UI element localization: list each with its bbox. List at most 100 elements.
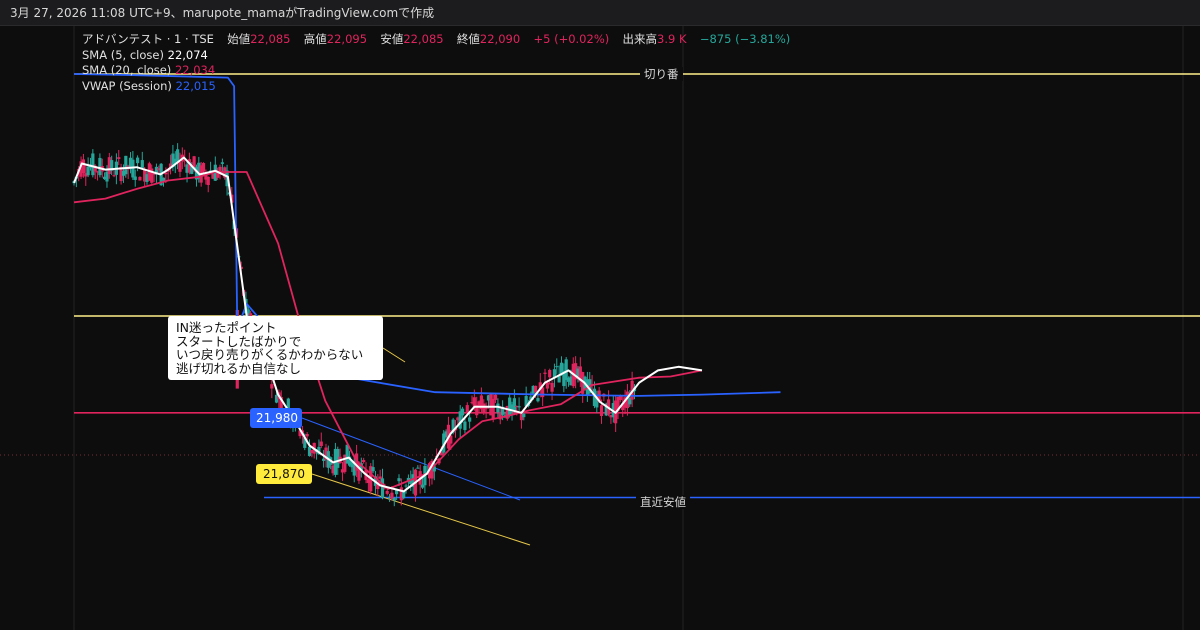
candle-body <box>501 406 505 415</box>
candle-body <box>305 434 309 437</box>
candle-body <box>576 368 580 377</box>
candle-body <box>91 153 95 176</box>
candle-body <box>559 362 564 376</box>
candle-body <box>449 435 453 444</box>
open-value: 22,085 <box>250 32 291 46</box>
candle-body <box>508 397 512 416</box>
candle-body <box>168 163 173 168</box>
candle-body <box>477 401 481 406</box>
candle-body <box>164 172 168 175</box>
candle-body <box>110 160 114 171</box>
price-tag-yellow[interactable]: 21,870 <box>256 464 312 484</box>
candle-body <box>324 447 328 460</box>
vwap-value: 22,015 <box>175 78 216 93</box>
entry-note[interactable]: IN迷ったポイント スタートしたばかりで いつ戻り売りがくるかわからない 逃げ切… <box>168 316 383 380</box>
candle-body <box>84 173 88 177</box>
note-line-1: IN迷ったポイント <box>176 320 277 335</box>
candle-body <box>194 166 199 180</box>
volume-value: 3.9 K <box>657 32 687 46</box>
sma5-row: SMA (5, close) 22,074 <box>82 48 790 64</box>
candle-body <box>557 375 561 383</box>
candle-body <box>383 487 387 489</box>
candle-body <box>512 398 516 412</box>
candle-body <box>402 491 406 499</box>
candle-body <box>270 384 274 389</box>
candle-body <box>616 396 620 411</box>
candle-body <box>178 162 182 172</box>
candle-body <box>81 159 86 174</box>
series-line-1 <box>73 171 703 490</box>
series-line-2 <box>73 156 703 493</box>
round-number-label: 切り番 <box>640 67 683 81</box>
candle-body <box>204 173 208 180</box>
connector-blue <box>301 417 521 501</box>
candle-body <box>470 402 474 404</box>
chart-legend: アドバンテスト · 1 · TSE 始値22,085 高値22,095 安値22… <box>82 32 790 94</box>
candle-body <box>336 449 340 468</box>
candle-body <box>128 157 133 169</box>
candle-body <box>465 405 469 413</box>
candle-body <box>397 478 401 482</box>
candle-body <box>484 407 488 410</box>
candle-body <box>545 382 549 389</box>
candle-body <box>279 396 283 409</box>
candle-body <box>366 479 370 483</box>
sma20-label: SMA (20, close) <box>82 63 172 77</box>
candle-body <box>133 176 137 180</box>
candle-body <box>531 385 535 394</box>
candle-body <box>345 444 349 464</box>
candle-body <box>317 446 321 455</box>
symbol-name: アドバンテスト · 1 · TSE <box>82 32 214 46</box>
candle-body <box>124 155 128 175</box>
candle-body <box>359 463 363 471</box>
candle-body <box>430 460 434 479</box>
candle-body <box>79 161 83 177</box>
candle-body <box>404 485 408 487</box>
volume-label: 出来高 <box>622 32 658 46</box>
candle-body <box>604 403 608 416</box>
candle-body <box>112 175 116 177</box>
candle-body <box>574 363 578 380</box>
candle-body <box>218 166 222 174</box>
candle-body <box>498 413 502 420</box>
candle-body <box>548 369 552 378</box>
candle-body <box>385 490 389 494</box>
candle-body <box>566 377 571 382</box>
price-tag-blue[interactable]: 21,980 <box>250 408 302 428</box>
candle-body <box>472 397 476 407</box>
candle-body <box>458 411 462 429</box>
candle-body <box>117 157 121 159</box>
candle-body <box>140 160 144 168</box>
candle-body <box>564 359 568 380</box>
candle-body <box>185 164 189 173</box>
connector-yellow <box>311 473 531 546</box>
candle-body <box>105 171 109 182</box>
candle-body <box>468 417 472 422</box>
candle-body <box>623 397 627 408</box>
note-line-2: スタートしたばかりで <box>176 333 302 349</box>
change-value: +5 (+0.02%) <box>533 32 610 46</box>
sma5-label: SMA (5, close) <box>82 47 164 62</box>
candle-body <box>357 462 361 481</box>
candle-body <box>479 395 484 410</box>
vwap-row: VWAP (Session) 22,015 <box>82 79 790 95</box>
candle-body <box>154 166 159 175</box>
candle-body <box>380 478 385 499</box>
candle-body <box>505 405 509 419</box>
ohlc-row: アドバンテスト · 1 · TSE 始値22,085 高値22,095 安値22… <box>82 32 790 48</box>
candle-body <box>522 413 526 418</box>
candle-body <box>103 176 107 180</box>
candle-body <box>592 388 597 407</box>
candle-body <box>517 406 521 408</box>
grid-lines <box>0 26 1200 630</box>
open-label: 始値 <box>227 32 251 46</box>
candle-body <box>529 396 533 402</box>
candle-body <box>107 157 111 174</box>
candle-body <box>595 395 599 408</box>
candle-body <box>157 168 161 171</box>
candle-body <box>569 376 573 386</box>
candle-body <box>98 157 102 176</box>
candle-body <box>395 489 399 495</box>
candle-body <box>581 372 585 394</box>
candle-body <box>463 421 467 431</box>
